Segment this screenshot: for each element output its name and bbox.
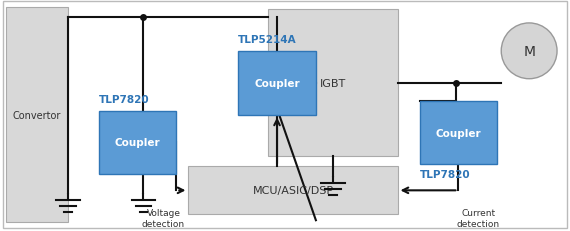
Text: TLP7820: TLP7820 <box>420 170 470 180</box>
Bar <box>188 167 398 214</box>
Text: Coupler: Coupler <box>115 138 160 148</box>
Circle shape <box>501 24 557 79</box>
Text: Current
detection: Current detection <box>457 208 500 228</box>
Text: TLP5214A: TLP5214A <box>238 35 297 45</box>
Bar <box>6 8 68 222</box>
Text: TLP7820: TLP7820 <box>99 94 149 104</box>
Text: Voltage
detection: Voltage detection <box>142 208 185 228</box>
Bar <box>420 101 497 165</box>
Bar <box>99 111 176 175</box>
Text: Convertor: Convertor <box>13 110 61 120</box>
Bar <box>268 10 398 157</box>
Bar <box>238 52 316 115</box>
Text: IGBT: IGBT <box>320 78 346 88</box>
Text: M: M <box>523 45 535 59</box>
Text: Coupler: Coupler <box>254 78 300 88</box>
Text: Coupler: Coupler <box>435 128 481 138</box>
Text: MCU/ASIC/DSP: MCU/ASIC/DSP <box>253 185 333 195</box>
